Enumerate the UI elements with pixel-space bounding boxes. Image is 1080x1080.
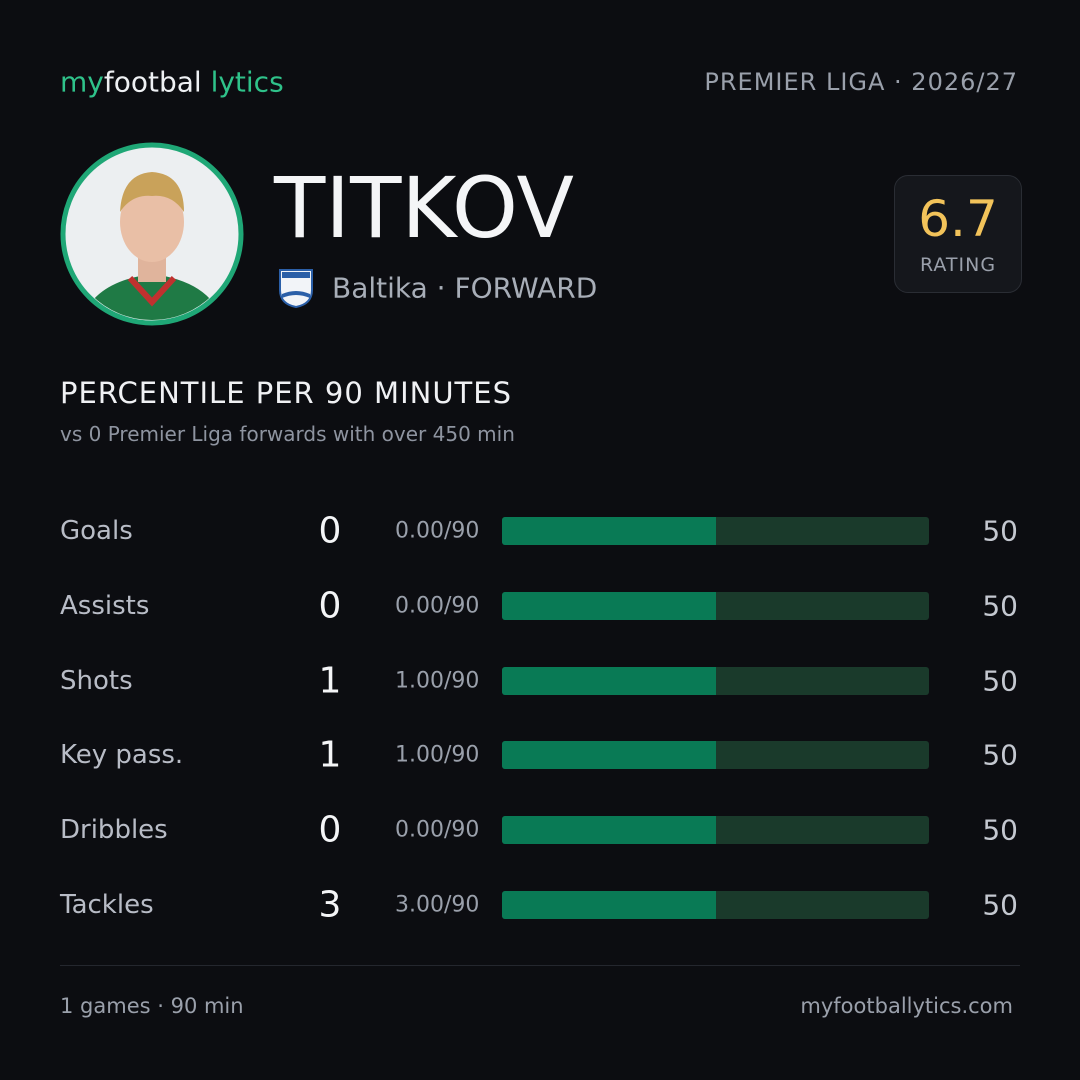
- bar: [502, 891, 716, 919]
- section-subtitle: vs 0 Premier Liga forwards with over 450…: [60, 422, 515, 446]
- bar: [502, 816, 716, 845]
- stat-label: Dribbles: [60, 815, 168, 846]
- club-position: Baltika · FORWARD: [332, 271, 598, 305]
- stat-label: Assists: [60, 590, 150, 621]
- bar: [502, 741, 716, 770]
- stat-total: 1: [318, 734, 342, 776]
- brand: myfootbal lytics: [60, 66, 284, 99]
- stat-percentile: 50: [982, 888, 1018, 922]
- bar: [502, 517, 716, 545]
- bar: [502, 666, 716, 695]
- stat-total: 0: [318, 585, 342, 627]
- stat-per90: 0.00/90: [395, 518, 480, 544]
- stat-per90: 1.00/90: [395, 668, 480, 694]
- stat-total: 0: [318, 510, 342, 552]
- stat-percentile: 50: [982, 813, 1018, 847]
- section-title: PERCENTILE PER 90 MINUTES: [60, 376, 512, 410]
- rating-label: RATING: [919, 254, 997, 276]
- bar: [502, 591, 716, 620]
- stat-total: 3: [318, 884, 342, 926]
- stat-per90: 1.00/90: [395, 742, 480, 768]
- stat-total: 1: [318, 660, 342, 702]
- stat-percentile: 50: [982, 514, 1018, 548]
- stat-percentile: 50: [982, 738, 1018, 772]
- footer-site: myfootballytics.com: [800, 994, 1013, 1018]
- stat-per90: 0.00/90: [395, 593, 480, 619]
- divider: [60, 965, 1020, 966]
- avatar: [60, 142, 244, 326]
- rating-value: 6.7: [918, 190, 998, 248]
- brand-part: my: [60, 65, 104, 99]
- stat-total: 0: [318, 809, 342, 851]
- stat-percentile: 50: [982, 589, 1018, 623]
- club-crest: [279, 269, 313, 308]
- brand-part: lytics: [210, 65, 284, 99]
- stat-label: Shots: [60, 665, 133, 696]
- stat-per90: 3.00/90: [395, 892, 480, 918]
- stat-label: Goals: [60, 516, 133, 546]
- brand-part: footbal: [103, 65, 202, 99]
- player-name: TITKOV: [274, 159, 574, 257]
- rating-box: 6.7 RATING: [894, 175, 1022, 293]
- stat-percentile: 50: [982, 664, 1018, 698]
- stat-per90: 0.00/90: [395, 817, 480, 843]
- stat-label: Key pass.: [60, 740, 184, 771]
- league: PREMIER LIGA · 2026/27: [704, 68, 1018, 96]
- stat-label: Tackles: [60, 890, 154, 920]
- footer-summary: 1 games · 90 min: [60, 994, 244, 1018]
